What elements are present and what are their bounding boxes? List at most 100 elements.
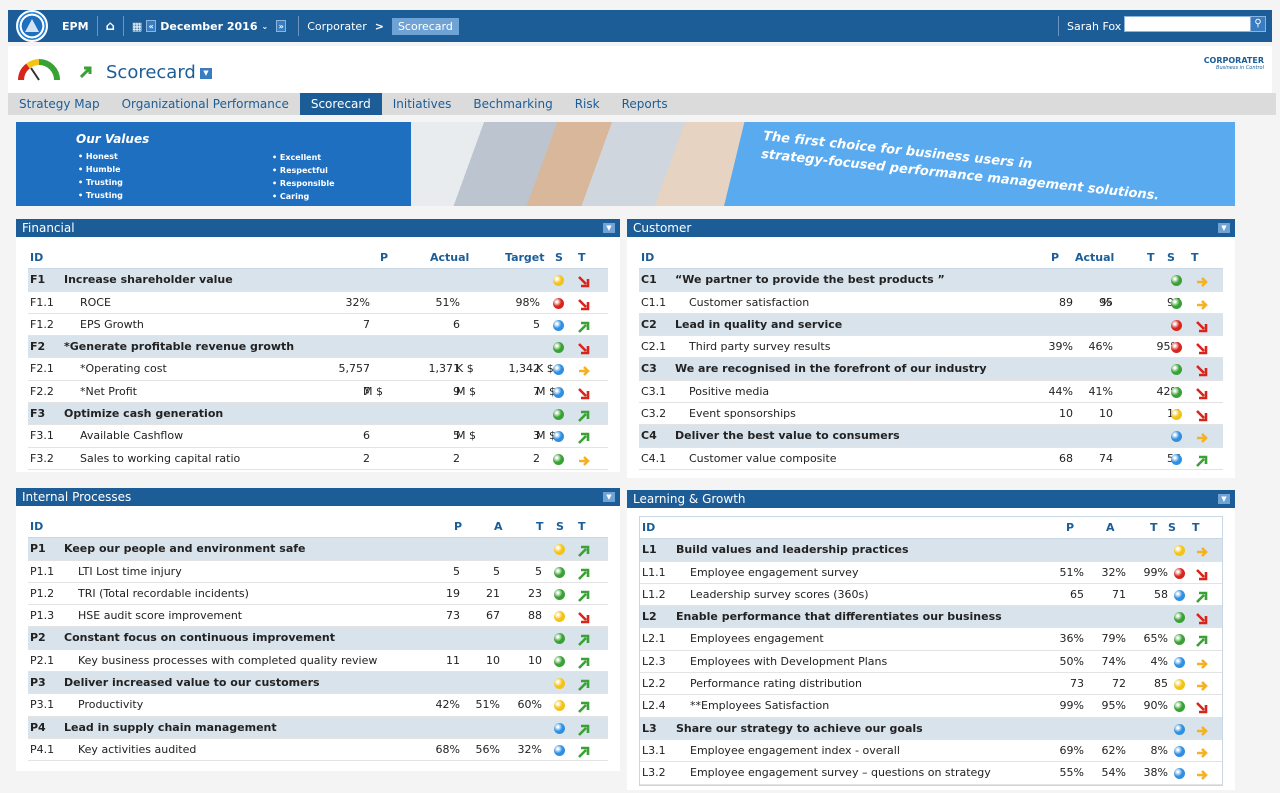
panel-menu-button[interactable]: ▼ <box>603 492 615 502</box>
row-name[interactable]: *Generate profitable revenue growth <box>64 340 295 354</box>
measure-row[interactable]: F2.1 *Operating cost 5,757 1,371 1,342 K $ K $ <box>28 358 608 381</box>
next-period-button[interactable]: » <box>276 20 287 32</box>
panel-menu-button[interactable]: ▼ <box>603 223 615 233</box>
measure-row[interactable]: P1.3 HSE audit score improvement 73 67 88 <box>28 605 608 628</box>
measure-row[interactable]: F2.2 *Net Profit 7 9 7 M $ M $ M $ <box>28 381 608 404</box>
row-name[interactable]: Lead in quality and service <box>675 317 843 331</box>
objective-row[interactable]: P2 Constant focus on continuous improveme… <box>28 627 608 650</box>
row-name[interactable]: Customer satisfaction <box>689 295 810 309</box>
panel-menu-button[interactable]: ▼ <box>1218 223 1230 233</box>
objective-row[interactable]: C2 Lead in quality and service <box>639 313 1223 337</box>
row-name[interactable]: HSE audit score improvement <box>78 609 243 623</box>
row-name[interactable]: LTI Lost time injury <box>78 564 182 578</box>
row-name[interactable]: Share our strategy to achieve our goals <box>676 721 923 735</box>
row-name[interactable]: Performance rating distribution <box>690 677 862 691</box>
row-name[interactable]: Constant focus on continuous improvement <box>64 631 335 645</box>
breadcrumb-corporater[interactable]: Corporater <box>307 19 367 33</box>
row-name[interactable]: Available Cashflow <box>80 429 184 443</box>
title-menu-button[interactable]: ▼ <box>200 68 212 79</box>
breadcrumb-scorecard[interactable]: Scorecard <box>391 17 459 35</box>
row-name[interactable]: Lead in supply chain management <box>64 720 277 734</box>
measure-row[interactable]: P4.1 Key activities audited 68% 56% 32% <box>28 739 608 762</box>
row-name[interactable]: *Net Profit <box>80 384 137 398</box>
measure-row[interactable]: F3.1 Available Cashflow 6 5 3 M $ M $ <box>28 425 608 448</box>
measure-row[interactable]: P1.2 TRI (Total recordable incidents) 19 21… <box>28 583 608 606</box>
tab-risk[interactable]: Risk <box>574 97 600 111</box>
objective-row[interactable]: C4 Deliver the best value to consumers <box>639 425 1223 448</box>
objective-row[interactable]: P1 Keep our people and environment safe <box>28 538 608 561</box>
measure-row[interactable]: L2.1 Employees engagement 36% 79% 65% <box>640 628 1222 651</box>
objective-row[interactable]: L3 Share our strategy to achieve our goal… <box>640 717 1222 740</box>
row-name[interactable]: Sales to working capital ratio <box>80 451 241 465</box>
panel-menu-button[interactable]: ▼ <box>1218 494 1230 504</box>
measure-row[interactable]: F3.2 Sales to working capital ratio 2 2 2 <box>28 448 608 470</box>
row-name[interactable]: Build values and leadership practices <box>676 543 909 557</box>
tab-reports[interactable]: Reports <box>621 97 668 111</box>
row-name[interactable]: Employees with Development Plans <box>690 654 888 668</box>
chevron-down-icon[interactable]: ⌄ <box>261 21 269 31</box>
row-name[interactable]: Enable performance that differentiates o… <box>676 610 1002 624</box>
period-selector[interactable]: December 2016 <box>160 19 258 33</box>
user-menu[interactable]: Sarah Fox ⌄ <box>1050 10 1132 42</box>
row-name[interactable]: Keep our people and environment safe <box>64 542 306 556</box>
tab-scorecard[interactable]: Scorecard <box>299 93 382 115</box>
measure-row[interactable]: L3.2 Employee engagement survey – questio… <box>640 762 1222 785</box>
row-name[interactable]: EPS Growth <box>80 317 144 331</box>
tab-initiatives[interactable]: Initiatives <box>392 97 452 111</box>
measure-row[interactable]: P2.1 Key business processes with complete… <box>28 650 608 673</box>
measure-row[interactable]: P1.1 LTI Lost time injury 5 5 5 <box>28 561 608 583</box>
app-logo-icon[interactable] <box>16 10 48 42</box>
row-name[interactable]: Employee engagement survey – questions o… <box>690 766 991 780</box>
objective-row[interactable]: L2 Enable performance that differentiates… <box>640 606 1222 629</box>
row-name[interactable]: Event sponsorships <box>689 407 796 421</box>
row-name[interactable]: “We partner to provide the best products… <box>675 273 945 287</box>
row-name[interactable]: Productivity <box>78 698 144 712</box>
user-name[interactable]: Sarah Fox <box>1067 19 1122 33</box>
objective-row[interactable]: C3 We are recognised in the forefront of … <box>639 358 1223 381</box>
measure-row[interactable]: L2.2 Performance rating distribution 73 72 8… <box>640 673 1222 696</box>
measure-row[interactable]: L2.4 **Employees Satisfaction 99% 95% 90% <box>640 695 1222 718</box>
measure-row[interactable]: L3.1 Employee engagement index - overall 6… <box>640 740 1222 763</box>
row-name[interactable]: TRI (Total recordable incidents) <box>78 586 249 600</box>
search-input[interactable]: ⚲ <box>1124 16 1266 32</box>
objective-row[interactable]: F3 Optimize cash generation <box>28 403 608 426</box>
objective-row[interactable]: L1 Build values and leadership practices <box>640 539 1222 562</box>
row-name[interactable]: Customer value composite <box>689 451 837 465</box>
row-name[interactable]: Leadership survey scores (360s) <box>690 587 869 601</box>
measure-row[interactable]: C3.1 Positive media 44% 41% 42% <box>639 381 1223 404</box>
row-name[interactable]: Optimize cash generation <box>64 407 224 421</box>
measure-row[interactable]: F1.1 ROCE 32% 51% 98% <box>28 292 608 314</box>
calendar-icon[interactable]: ▦ <box>131 19 143 33</box>
home-icon[interactable]: ⌂ <box>105 18 115 34</box>
row-name[interactable]: Increase shareholder value <box>64 273 233 287</box>
objective-row[interactable]: P3 Deliver increased value to our custome… <box>28 672 608 695</box>
measure-row[interactable]: F1.2 EPS Growth 7 6 5 <box>28 314 608 337</box>
previous-period-button[interactable]: « <box>146 20 157 32</box>
measure-row[interactable]: L1.1 Employee engagement survey 51% 32% 99% <box>640 562 1222 584</box>
row-name[interactable]: ROCE <box>80 295 111 309</box>
row-name[interactable]: Third party survey results <box>689 340 831 354</box>
row-name[interactable]: Deliver increased value to our customers <box>64 676 320 690</box>
measure-row[interactable]: P3.1 Productivity 42% 51% 60% <box>28 694 608 717</box>
search-icon[interactable]: ⚲ <box>1250 16 1266 32</box>
app-name[interactable]: EPM <box>62 19 89 33</box>
row-name[interactable]: Employees engagement <box>690 632 824 646</box>
row-name[interactable]: Key business processes with completed qu… <box>78 653 378 667</box>
tab-organizational-performance[interactable]: Organizational Performance <box>121 97 289 111</box>
objective-row[interactable]: F2 *Generate profitable revenue growth <box>28 336 608 359</box>
row-name[interactable]: Employee engagement survey <box>690 565 859 579</box>
row-name[interactable]: **Employees Satisfaction <box>690 699 830 713</box>
row-name[interactable]: Employee engagement index - overall <box>690 743 900 757</box>
tab-bechmarking[interactable]: Bechmarking <box>473 97 553 111</box>
row-name[interactable]: We are recognised in the forefront of ou… <box>675 362 987 376</box>
objective-row[interactable]: C1 “We partner to provide the best produc… <box>639 269 1223 292</box>
objective-row[interactable]: F1 Increase shareholder value <box>28 269 608 292</box>
tab-strategy-map[interactable]: Strategy Map <box>19 97 100 111</box>
objective-row[interactable]: P4 Lead in supply chain management <box>28 716 608 739</box>
measure-row[interactable]: C2.1 Third party survey results 39% 46% 95% <box>639 336 1223 359</box>
row-name[interactable]: *Operating cost <box>80 362 167 376</box>
row-name[interactable]: Deliver the best value to consumers <box>675 429 900 443</box>
